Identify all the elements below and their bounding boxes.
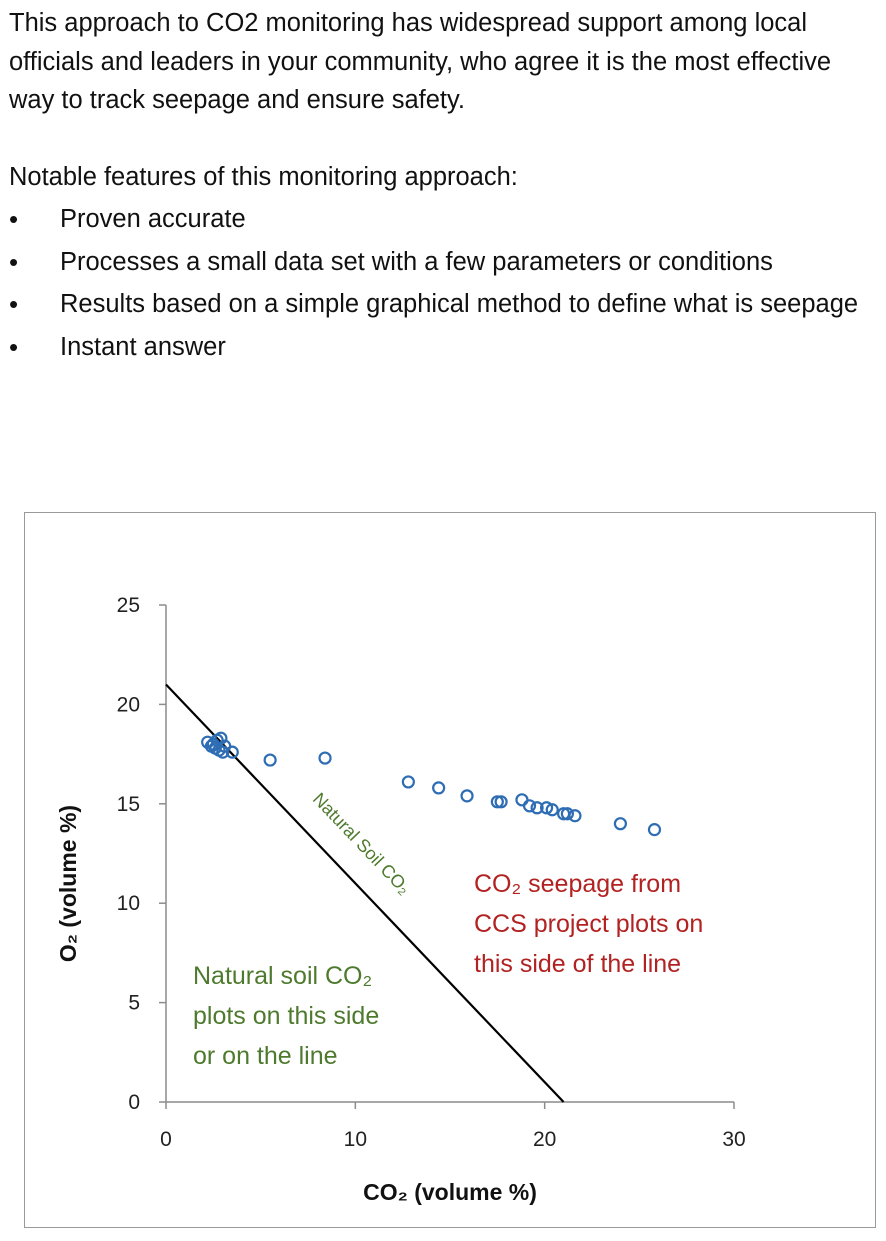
- feature-text: Processes a small data set with a few pa…: [60, 247, 773, 276]
- data-point: [647, 823, 662, 837]
- y-tick-label: 20: [117, 693, 140, 716]
- bullet-icon: •: [9, 246, 19, 277]
- data-point: [613, 817, 628, 831]
- feature-item: • Instant answer: [9, 326, 869, 369]
- data-point: [401, 775, 415, 789]
- bullet-icon: •: [9, 204, 19, 234]
- line-label: Natural Soil CO₂: [309, 789, 415, 898]
- seepage-side-label: CCS project plots on: [474, 910, 703, 938]
- data-point: [460, 789, 474, 803]
- data-point: [225, 745, 239, 759]
- bullet-icon: •: [9, 289, 19, 319]
- feature-text: Results based on a simple graphical meth…: [60, 290, 859, 318]
- seepage-side-label: CO₂ seepage from: [474, 870, 681, 898]
- data-point: [530, 801, 544, 815]
- y-tick-label: 5: [128, 992, 140, 1015]
- feature-item: • Results based on a simple graphical met…: [9, 283, 869, 326]
- data-point: [560, 807, 574, 821]
- data-point: [490, 795, 504, 809]
- intro-text: This approach to CO2 monitoring has wide…: [9, 4, 869, 368]
- intro-paragraph: This approach to CO2 monitoring has wide…: [9, 9, 832, 114]
- data-point: [318, 751, 332, 765]
- features-list: • Proven accurate • Processes a small data…: [9, 198, 869, 368]
- axes: 0 10 20 30 0 5 10 15 20 25 CO₂ (volume %) O₂ (volum…: [55, 594, 746, 1205]
- y-tick-label: 10: [117, 892, 140, 915]
- feature-text: Instant answer: [60, 332, 226, 361]
- data-point: [515, 793, 529, 807]
- x-tick-label: 0: [160, 1128, 172, 1151]
- x-axis-label: CO₂ (volume %): [363, 1179, 537, 1205]
- data-point: [545, 803, 559, 817]
- figure-frame: [24, 512, 876, 1228]
- feature-item: • Processes a small data set with a few p…: [9, 241, 869, 284]
- x-tick-label: 30: [722, 1128, 745, 1151]
- data-point: [216, 745, 230, 759]
- feature-text: Proven accurate: [60, 205, 246, 233]
- data-point: [568, 809, 582, 823]
- boundary-line: [165, 683, 565, 1103]
- natural-side-label: Natural soil CO₂: [193, 962, 372, 990]
- bullet-icon: •: [9, 331, 19, 362]
- data-point: [494, 795, 508, 809]
- feature-item: • Proven accurate: [9, 198, 869, 241]
- y-tick-label: 0: [128, 1091, 140, 1114]
- annotations: Natural Soil CO₂ Natural soil CO₂ plots on…: [193, 789, 703, 1070]
- x-tick-label: 10: [344, 1128, 367, 1151]
- data-point: [539, 801, 554, 815]
- y-axis-label: O₂ (volume %): [55, 805, 81, 962]
- x-tick-label: 20: [533, 1128, 556, 1151]
- data-point: [263, 753, 277, 767]
- y-tick-label: 25: [117, 594, 140, 617]
- data-point: [432, 781, 446, 795]
- data-point: [522, 799, 537, 813]
- marks: [165, 683, 662, 1103]
- natural-side-label: plots on this side: [193, 1002, 379, 1030]
- y-tick-label: 15: [117, 793, 140, 816]
- features-heading: Notable features of this monitoring appr…: [9, 162, 518, 191]
- natural-side-label: or on the line: [193, 1042, 338, 1070]
- seepage-side-label: this side of the line: [474, 950, 681, 978]
